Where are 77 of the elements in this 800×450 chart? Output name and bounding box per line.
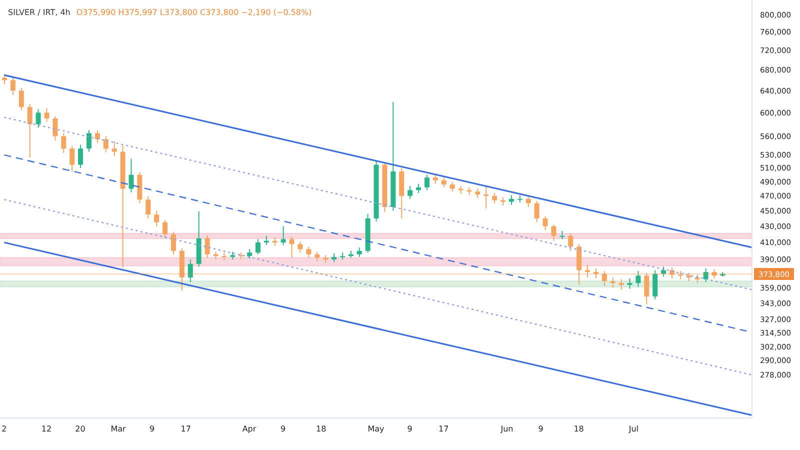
- candlestick: [517, 194, 522, 204]
- candlestick: [356, 247, 362, 258]
- candlestick: [610, 276, 616, 288]
- candlestick: [484, 184, 489, 209]
- candlestick: [618, 278, 624, 290]
- candlestick: [170, 231, 176, 255]
- candlestick: [280, 226, 286, 246]
- candlestick: [78, 144, 84, 169]
- candlestick: [222, 252, 227, 261]
- candlestick: [10, 76, 16, 96]
- candlestick: [86, 130, 92, 152]
- candlestick: [70, 146, 75, 172]
- candlestick: [255, 238, 260, 255]
- candlestick: [27, 104, 32, 158]
- candlestick: [450, 181, 455, 192]
- candlestick: [2, 74, 7, 85]
- candlestick: [568, 232, 574, 252]
- candlestick: [162, 219, 168, 239]
- candlestick: [61, 132, 66, 154]
- x-tick-label: Apr: [242, 424, 257, 434]
- candlestick: [314, 251, 320, 262]
- candlestick: [492, 192, 498, 204]
- candlestick: [534, 200, 540, 223]
- candlestick: [627, 278, 632, 290]
- candlestick: [636, 270, 641, 288]
- x-tick-label: 9: [538, 424, 544, 434]
- candlestick: [146, 195, 151, 219]
- text: O375,990 H375,997 L373,800 C373,800 −2,190 (−0.58%): [76, 8, 312, 17]
- x-tick-label: 2: [2, 424, 7, 434]
- candlestick: [247, 248, 252, 260]
- candlestick: [441, 177, 446, 188]
- candlestick: [678, 270, 683, 280]
- x-tick-label: May: [368, 424, 385, 434]
- candlestick: [652, 270, 658, 300]
- candlestick: [526, 196, 531, 208]
- candlestick: [103, 136, 108, 153]
- candlestick: [703, 268, 708, 283]
- x-tick-label: Jun: [500, 424, 514, 434]
- x-tick-label: Mar: [110, 424, 127, 434]
- candlestick: [52, 116, 58, 141]
- candlestick: [593, 268, 598, 279]
- candlestick: [36, 108, 41, 128]
- x-tick-label: 17: [438, 424, 449, 434]
- candlestick: [94, 130, 100, 144]
- candlestick: [661, 266, 666, 278]
- candlestick: [644, 272, 650, 305]
- candlestick: [298, 241, 303, 254]
- candlestick: [18, 88, 24, 111]
- candlestick: [44, 108, 50, 122]
- x-tick-label: Jul: [628, 424, 639, 434]
- text: SILVER / IRT, 4h: [8, 8, 70, 17]
- candlestick: [112, 140, 117, 157]
- candlestick: [542, 216, 548, 231]
- candlestick: [289, 236, 294, 258]
- candlestick: [306, 246, 312, 258]
- candlestick: [154, 210, 160, 227]
- x-tick-label: 12: [41, 424, 52, 434]
- candlestick: [602, 270, 607, 286]
- candlestick: [508, 194, 514, 206]
- x-tick-label: 20: [75, 424, 86, 434]
- x-tick-label: 18: [574, 424, 584, 434]
- candlestick: [475, 188, 480, 199]
- x-tick-label: 9: [407, 424, 412, 434]
- candlestick: [585, 264, 590, 278]
- candlestick: [188, 259, 193, 283]
- candlestick: [424, 174, 430, 191]
- x-tick-label: 9: [150, 424, 155, 434]
- candlestick: [264, 235, 269, 246]
- candlestick: [712, 268, 717, 279]
- candlestick: [128, 158, 134, 193]
- x-tick-label: 18: [316, 424, 326, 434]
- candlestick: [551, 224, 556, 242]
- candlestick: [204, 234, 210, 258]
- candlestick: [408, 185, 413, 200]
- x-tick-label: 9: [280, 424, 286, 434]
- x-tick-label: 17: [180, 424, 191, 434]
- candlestick: [576, 244, 582, 286]
